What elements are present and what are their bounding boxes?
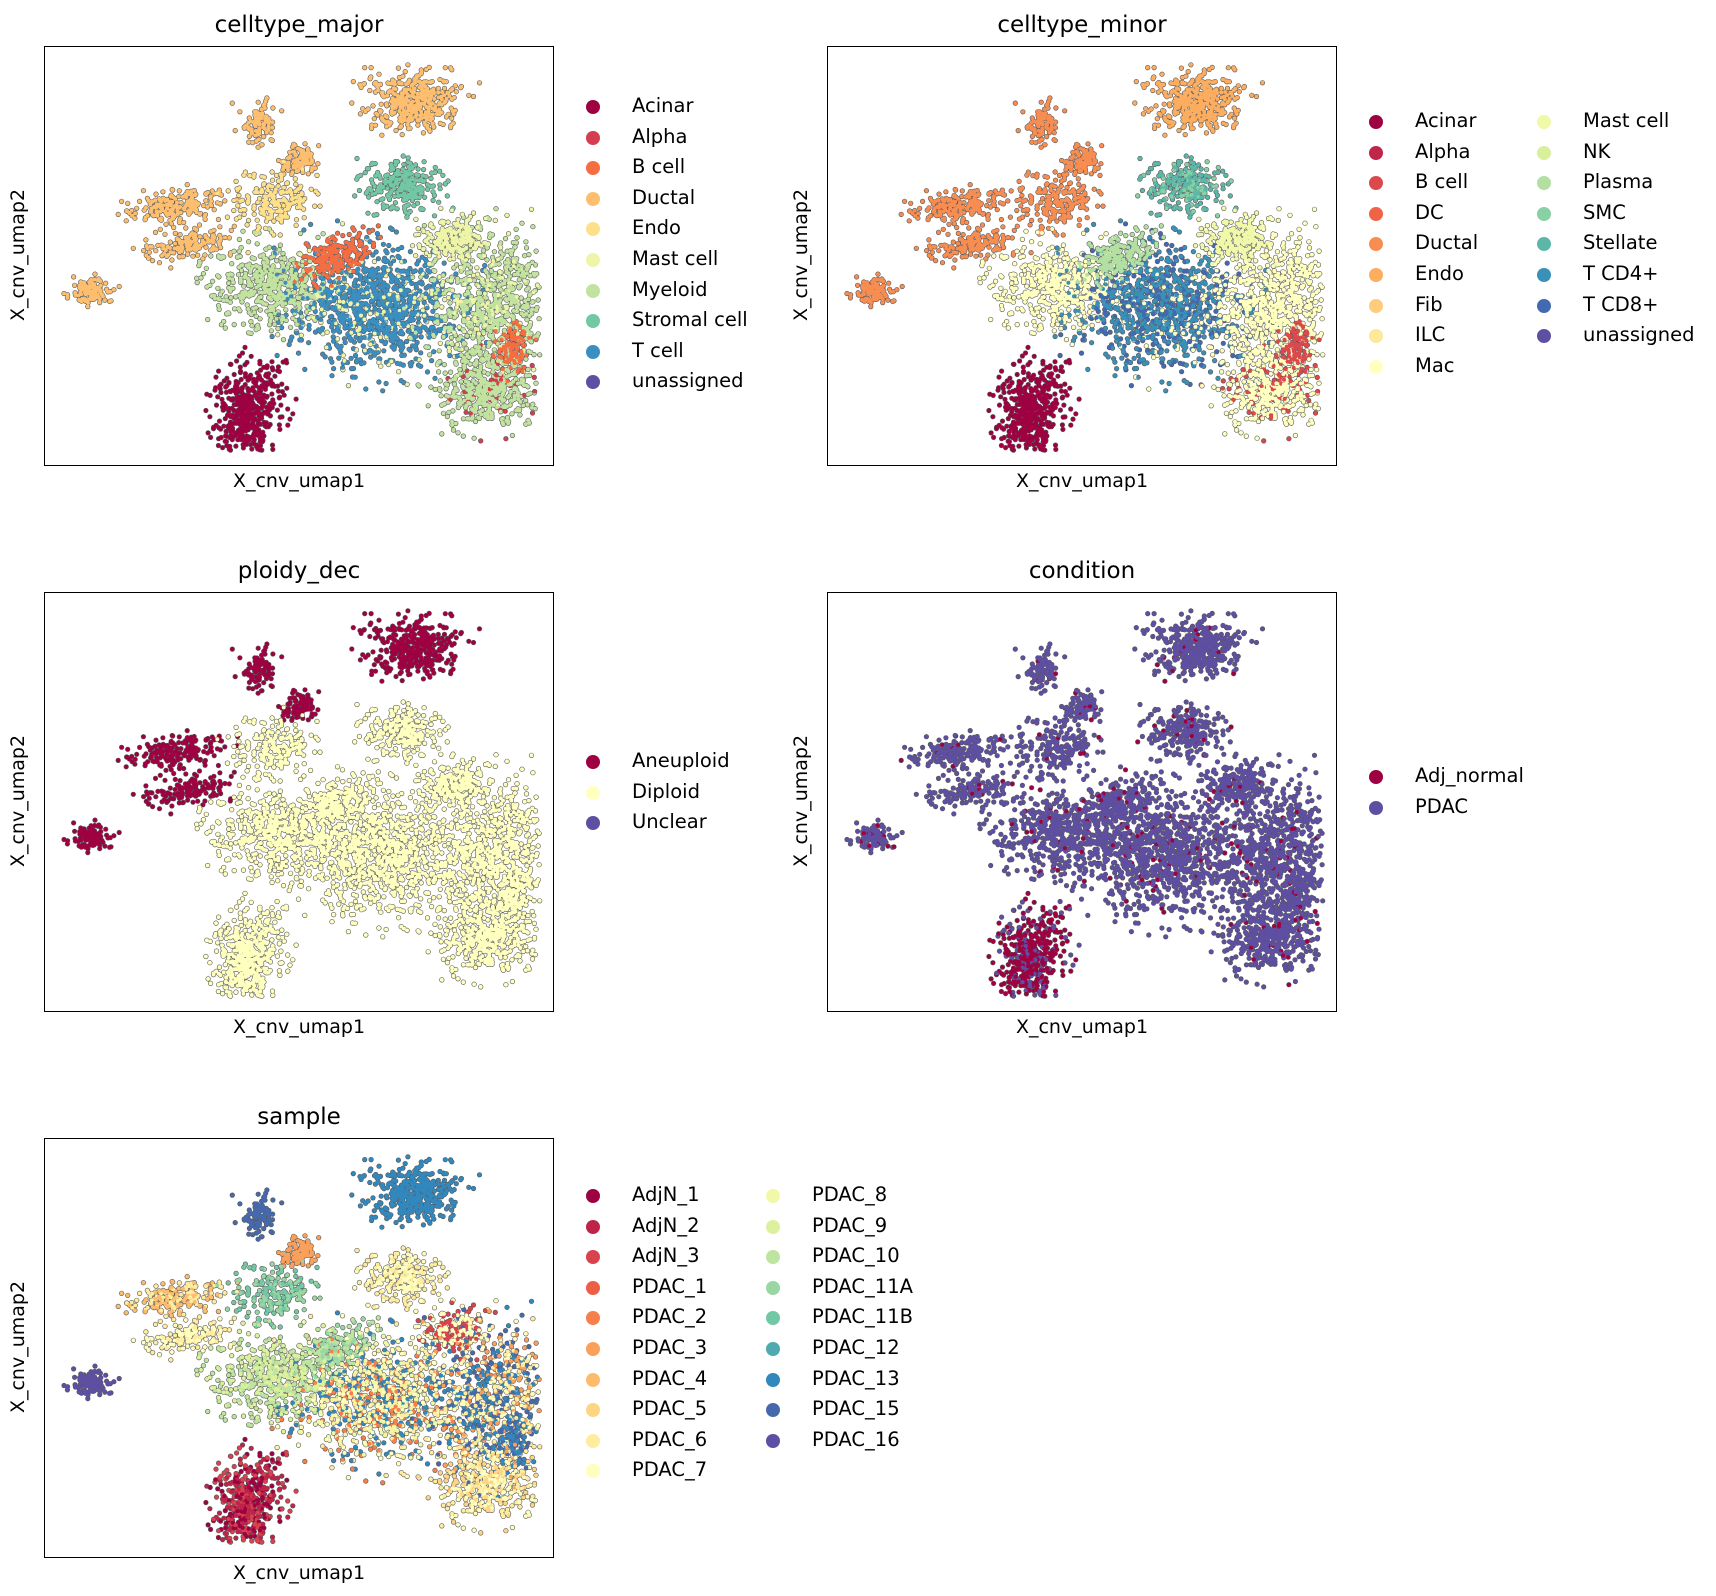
scatter-points (61, 62, 543, 453)
plot-area (44, 46, 554, 466)
chart-title: celltype_major (44, 12, 554, 38)
